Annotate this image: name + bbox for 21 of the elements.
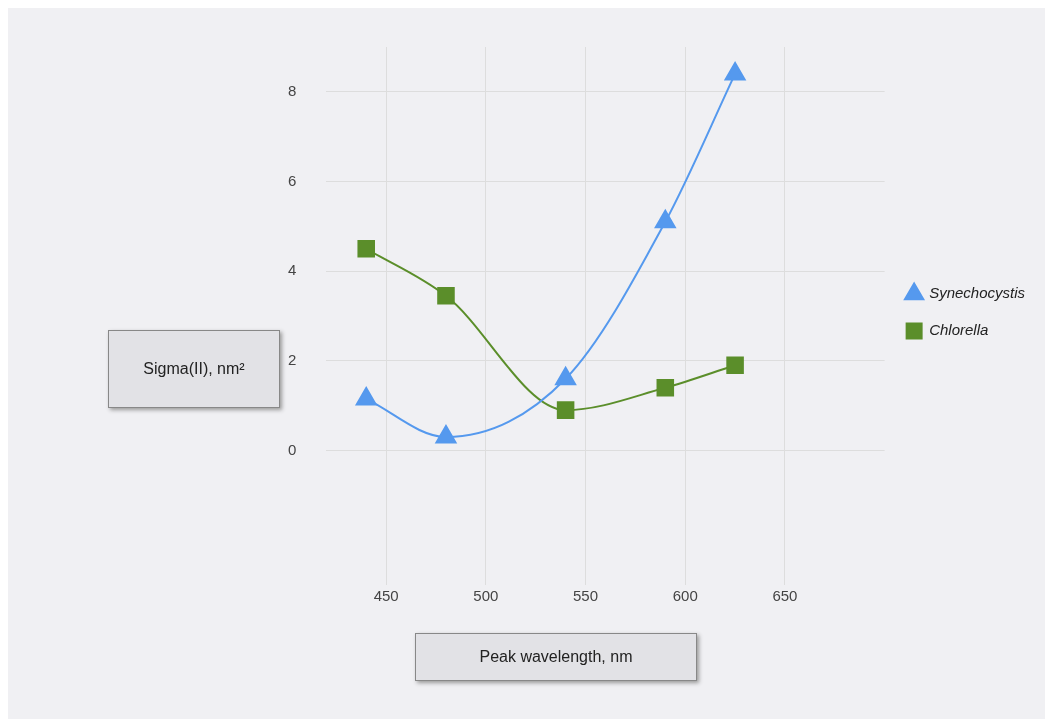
x-tick-label: 450 [373,587,399,605]
y-tick-label: 4 [288,261,297,279]
point [726,356,744,375]
legend-label: Synechocystis [929,284,1026,302]
y-tick-label: 2 [288,350,297,368]
point [656,378,675,397]
point [357,239,375,258]
point [437,287,455,305]
y-tick-label: 0 [288,440,297,458]
point [556,401,575,419]
x-axis-title: Peak wavelength, nm [415,633,697,681]
x-tick-label: 500 [473,587,499,605]
x-tick-label: 600 [672,587,698,605]
y-tick-label: 6 [288,171,297,189]
point [724,61,746,81]
x-tick-label: 650 [772,587,798,605]
x-tick-label: 550 [573,587,599,605]
point [654,209,676,229]
y-tick-label: 8 [288,81,297,99]
y-axis-title: Sigma(II), nm² [108,330,280,408]
legend-label: Chlorella [929,321,989,339]
